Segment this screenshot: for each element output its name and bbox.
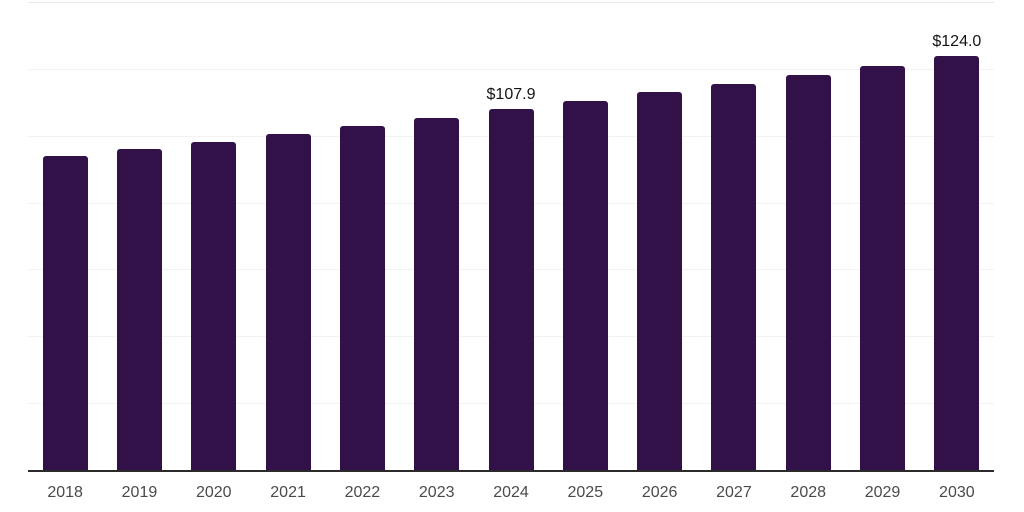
gridline-120 — [28, 68, 994, 70]
bar-2028 — [785, 74, 831, 470]
x-tick-2020: 2020 — [195, 484, 232, 501]
x-tick-2028: 2028 — [790, 484, 827, 501]
x-tick-2018: 2018 — [47, 484, 83, 501]
x-tick-2027: 2027 — [716, 484, 752, 501]
x-tick-2026: 2026 — [641, 484, 678, 501]
x-axis-line — [28, 470, 994, 472]
bar-2027 — [711, 83, 757, 470]
gridline-140 — [28, 2, 994, 3]
bar-2029 — [860, 65, 906, 470]
bar-2024 — [488, 109, 534, 470]
bar-2018 — [42, 156, 88, 470]
x-tick-2025: 2025 — [567, 484, 604, 501]
x-tick-2023: 2023 — [418, 484, 455, 501]
bar-2025 — [562, 100, 608, 470]
bar-2026 — [637, 92, 683, 470]
bar-2020 — [191, 141, 237, 470]
x-tick-2029: 2029 — [864, 484, 901, 501]
value-label-2030: $124.0 — [932, 32, 982, 50]
bar-2030 — [934, 55, 980, 470]
x-tick-2022: 2022 — [344, 484, 381, 501]
x-tick-2024: 2024 — [493, 484, 529, 501]
plot-area: $107.9 $124.0 — [28, 2, 994, 472]
value-label-2024: $107.9 — [486, 86, 536, 104]
bar-2023 — [414, 117, 460, 470]
bar-2019 — [116, 149, 162, 470]
bar-2021 — [265, 134, 311, 470]
x-tick-2030: 2030 — [939, 484, 975, 501]
x-tick-2019: 2019 — [121, 484, 158, 501]
bar-2022 — [339, 126, 385, 470]
x-tick-2021: 2021 — [270, 484, 306, 501]
